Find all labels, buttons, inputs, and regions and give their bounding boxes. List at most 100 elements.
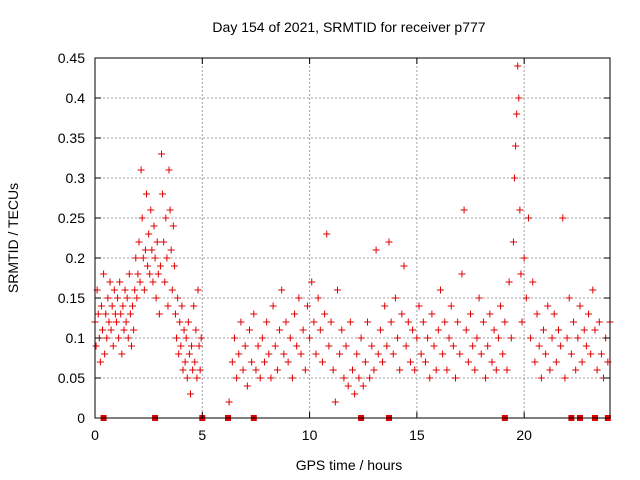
data-point [286, 334, 294, 342]
data-point [539, 326, 547, 334]
data-point [511, 174, 519, 182]
data-point [531, 358, 539, 366]
data-point [400, 262, 408, 270]
data-point [183, 374, 191, 382]
data-point [278, 286, 286, 294]
data-point [469, 342, 477, 350]
data-point [359, 382, 367, 390]
y-tick-label: 0 [77, 410, 85, 426]
data-point [580, 326, 588, 334]
data-point [406, 358, 414, 366]
data-point [136, 278, 144, 286]
data-point [280, 350, 288, 358]
data-point [155, 310, 163, 318]
data-point [132, 254, 140, 262]
data-point [353, 350, 361, 358]
data-point [101, 350, 109, 358]
data-point [295, 294, 303, 302]
data-point [263, 318, 271, 326]
data-point [137, 166, 145, 174]
data-point [147, 206, 155, 214]
axis-layer: 0 0.05 0.1 0.15 0.2 0.25 0.3 0.35 0.4 0.45 0 5 10 15 2… [58, 50, 610, 443]
data-point [192, 326, 200, 334]
data-point [527, 334, 535, 342]
data-point [381, 302, 389, 310]
data-point [173, 334, 181, 342]
data-point [509, 238, 517, 246]
data-point [492, 366, 500, 374]
data-point [394, 334, 402, 342]
data-point [385, 238, 393, 246]
data-point [443, 366, 451, 374]
data-point [595, 318, 603, 326]
data-point [146, 270, 154, 278]
data-point [550, 310, 558, 318]
data-point [374, 350, 382, 358]
data-point [254, 342, 262, 350]
data-point [548, 334, 556, 342]
data-point [252, 366, 260, 374]
y-tick-label: 0.45 [58, 50, 85, 66]
data-point [411, 366, 419, 374]
data-point [449, 342, 457, 350]
data-point [404, 318, 412, 326]
data-point [372, 246, 380, 254]
data-point [497, 302, 505, 310]
data-point [163, 254, 171, 262]
data-point [109, 342, 117, 350]
data-point [310, 318, 318, 326]
data-point [239, 366, 247, 374]
data-point [467, 310, 475, 318]
data-point [169, 222, 177, 230]
data-point [593, 366, 601, 374]
data-point [140, 286, 148, 294]
chart-title: Day 154 of 2021, SRMTID for receiver p77… [212, 19, 485, 35]
data-point [537, 374, 545, 382]
data-point [230, 334, 238, 342]
data-point [415, 302, 423, 310]
data-point [555, 326, 562, 334]
data-point [518, 318, 526, 326]
data-point [473, 334, 481, 342]
data-point [299, 326, 307, 334]
data-point [576, 302, 584, 310]
data-point [582, 342, 590, 350]
data-point [333, 286, 341, 294]
data-point [99, 326, 107, 334]
data-point [168, 286, 176, 294]
data-point [282, 318, 290, 326]
data-point [164, 302, 172, 310]
data-point [267, 374, 275, 382]
data-point [185, 350, 193, 358]
data-point [546, 366, 554, 374]
x-tick-label: 5 [198, 427, 206, 443]
data-point [177, 342, 185, 350]
data-point [107, 326, 115, 334]
data-point [572, 366, 580, 374]
data-point [445, 334, 453, 342]
data-point [486, 310, 494, 318]
data-point [233, 374, 241, 382]
data-point [196, 366, 204, 374]
data-point [524, 214, 532, 222]
data-point [250, 310, 258, 318]
data-point [120, 326, 128, 334]
data-point [96, 358, 104, 366]
data-point [112, 318, 120, 326]
data-point [186, 390, 194, 398]
data-point [258, 334, 266, 342]
data-point [166, 206, 174, 214]
data-point [349, 366, 356, 374]
data-point [94, 310, 102, 318]
data-point [189, 366, 197, 374]
data-point [165, 166, 173, 174]
data-point [105, 318, 113, 326]
y-axis-label: SRMTID / TECUs [5, 183, 21, 293]
data-point [563, 334, 571, 342]
data-point [436, 286, 444, 294]
data-point [124, 334, 132, 342]
data-point [194, 286, 202, 294]
data-point [129, 302, 137, 310]
data-point [567, 350, 575, 358]
data-point [145, 230, 153, 238]
